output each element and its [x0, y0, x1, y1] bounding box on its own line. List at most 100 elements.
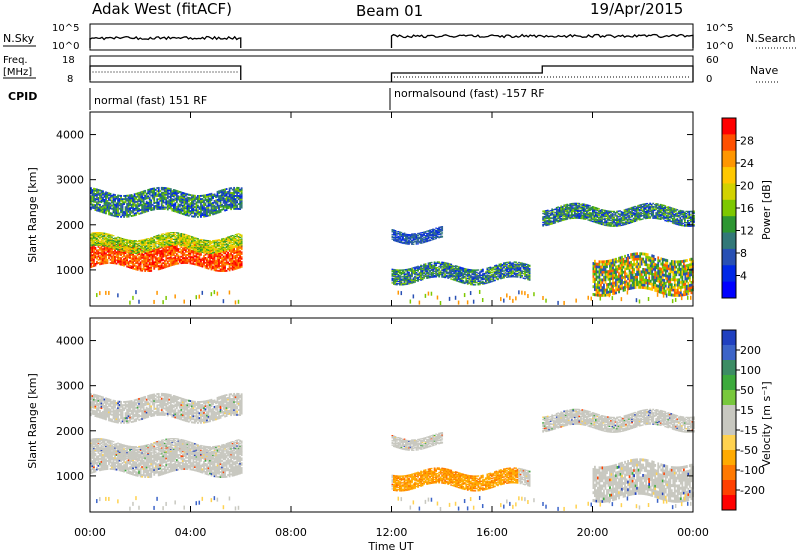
power-cell [138, 244, 141, 247]
power-cell [234, 264, 237, 267]
power-cell [417, 234, 419, 236]
power-cell [142, 247, 145, 250]
power-cell [109, 238, 112, 241]
power-cell [224, 247, 226, 249]
power-cell [231, 196, 234, 199]
power-cell [221, 253, 223, 256]
power-cell [225, 207, 228, 210]
power-cell [121, 249, 124, 252]
power-cell [94, 246, 97, 249]
power-cell [204, 253, 207, 256]
power-cell [228, 197, 231, 200]
power-cell [409, 240, 412, 242]
power-cell [209, 204, 211, 207]
power-cell [147, 205, 150, 208]
power-cell [201, 246, 204, 249]
power-cell [100, 233, 103, 235]
power-cell [186, 238, 189, 240]
power-cell [237, 238, 240, 240]
power-cell [156, 262, 159, 265]
power-cell [409, 238, 412, 241]
power-cell [233, 236, 236, 238]
power-cell [114, 206, 116, 209]
power-cell [136, 257, 139, 260]
power-cell [219, 255, 222, 258]
power-cell [207, 245, 210, 248]
power-cell [135, 205, 138, 208]
power-cell [178, 205, 181, 208]
power-cell [144, 270, 147, 272]
power-cell [234, 194, 237, 197]
power-cell [212, 240, 214, 242]
power-cell [150, 247, 153, 249]
power-cell [183, 237, 186, 239]
power-cell [108, 249, 110, 252]
power-cell [120, 262, 122, 264]
power-cell [141, 211, 144, 214]
power-cell [201, 204, 204, 207]
power-cell [213, 253, 216, 256]
power-cell [144, 238, 147, 241]
power-cell [145, 238, 148, 240]
power-cell [194, 238, 196, 240]
power-cell [165, 193, 168, 196]
power-cell [195, 255, 198, 258]
power-cell [195, 263, 198, 266]
power-cell [236, 188, 239, 191]
power-cell [240, 257, 243, 260]
power-cell [224, 252, 226, 255]
power-cell [168, 234, 171, 236]
power-cell [424, 231, 427, 233]
power-cell [216, 261, 219, 264]
power-cell [93, 245, 95, 248]
power-cell [106, 234, 109, 236]
power-cell [411, 233, 413, 235]
nsearch-label: N.Search [746, 32, 796, 45]
power-cell [192, 240, 195, 242]
power-cell [124, 198, 127, 201]
power-cell [111, 257, 113, 260]
power-cell [494, 279, 496, 282]
power-cell [426, 230, 428, 232]
power-cell [157, 186, 160, 189]
power-cell [215, 252, 217, 254]
power-cell [225, 249, 228, 251]
power-cell [160, 235, 163, 237]
power-cell [130, 242, 133, 245]
power-cell [191, 259, 193, 262]
power-cell [168, 263, 171, 266]
power-cell [142, 258, 145, 261]
power-cell [148, 246, 151, 248]
power-cell [231, 236, 234, 239]
power-cell [200, 263, 202, 266]
power-cell [172, 235, 175, 238]
power-cell [91, 262, 94, 265]
power-cell [177, 259, 180, 262]
power-cell [215, 209, 217, 212]
power-cell [139, 247, 142, 249]
power-cell [126, 259, 128, 262]
power-cell [145, 245, 148, 247]
power-cell [108, 239, 110, 241]
power-cell [212, 205, 214, 208]
power-cell [163, 236, 166, 239]
power-cell [165, 192, 168, 195]
power-cell [403, 271, 406, 273]
power-cell [391, 233, 394, 235]
power-cell [117, 239, 119, 241]
power-cell [191, 256, 193, 259]
power-cell [169, 189, 172, 192]
power-cell [171, 198, 174, 201]
power-cell [230, 192, 233, 194]
power-cell [108, 245, 110, 247]
power-cell [133, 194, 136, 197]
power-cell [106, 250, 109, 253]
power-cell [234, 204, 237, 207]
power-cell [109, 239, 112, 242]
power-cell [216, 240, 219, 242]
power-cell [230, 267, 233, 270]
power-cell [150, 249, 153, 251]
power-cell [153, 243, 156, 246]
power-cell [96, 238, 98, 241]
power-cell [102, 243, 104, 245]
